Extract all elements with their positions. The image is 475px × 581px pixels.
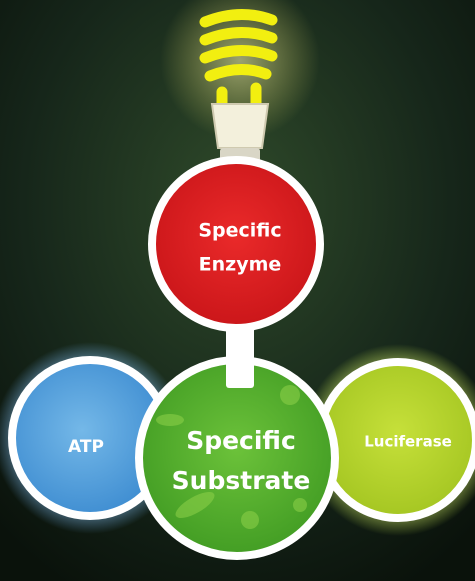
node-label: Specific xyxy=(198,220,281,242)
node-label: Specific xyxy=(186,426,296,455)
diagram: ATP Luciferase Specific Substrate Specif… xyxy=(0,0,475,581)
substrate-circle xyxy=(139,360,335,556)
node-label: ATP xyxy=(68,437,104,457)
node-label: Substrate xyxy=(172,466,311,495)
node-label: Enzyme xyxy=(199,254,282,276)
page: {"nodes": [ {"label_lines": ["Specific",… xyxy=(0,0,475,581)
bulb-base xyxy=(212,104,268,148)
enzyme-circle xyxy=(152,160,320,328)
node-label: Luciferase xyxy=(364,433,452,451)
